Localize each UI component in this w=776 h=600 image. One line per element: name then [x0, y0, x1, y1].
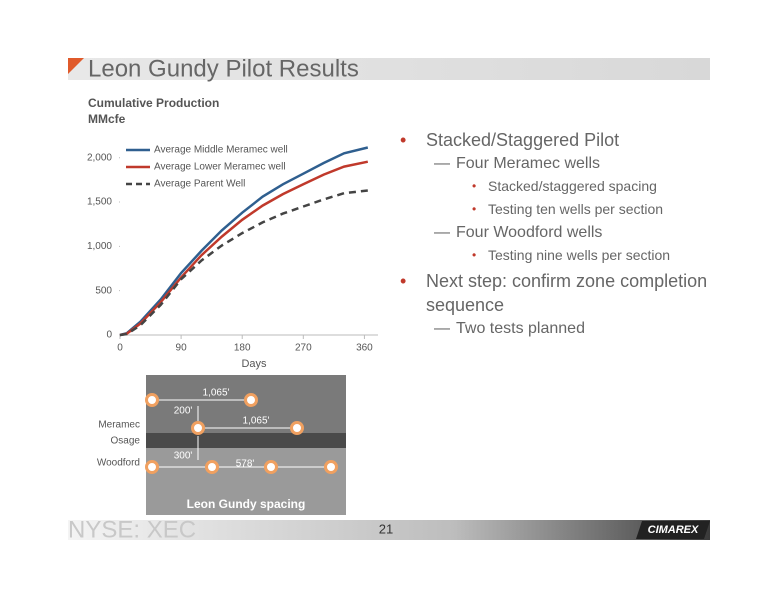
bullet: Two tests planned [398, 317, 718, 340]
bullet-text: Four Meramec wells [456, 155, 601, 172]
title-accent [68, 58, 84, 74]
spacing-labels: 1,065' 200' 1,065' 300' 578' [174, 388, 270, 470]
well [324, 460, 338, 474]
logo-text: CIMAREX [648, 524, 699, 536]
y-tick-label: 2,000 [87, 152, 112, 163]
logo-box [636, 521, 710, 539]
footer-bar [68, 520, 710, 540]
x-tick-label: 360 [356, 343, 373, 354]
page-number: 21 [379, 521, 393, 536]
y-tick-label: 1,500 [87, 197, 112, 208]
bullet-text: Stacked/Staggered Pilot [426, 130, 620, 150]
bullet: Stacked/staggered spacing [398, 175, 718, 198]
bullet-text: Testing ten wells per section [488, 201, 664, 217]
diagram-caption: Leon Gundy spacing [187, 497, 306, 511]
spacing-label: 1,065' [243, 416, 270, 427]
bullet: Stacked/Staggered Pilot [398, 128, 718, 152]
series-line [119, 146, 369, 337]
well [191, 421, 205, 435]
bullet-text: Testing nine wells per section [488, 247, 671, 263]
series-line [119, 189, 368, 337]
zone-label: Woodford [97, 458, 140, 469]
bullet: Next step: confirm zone completion seque… [398, 269, 718, 317]
x-tick-label: 180 [234, 343, 251, 354]
well [244, 393, 258, 407]
wells [145, 393, 338, 474]
x-tick-label: 270 [295, 343, 312, 354]
spacing-label: 1,065' [203, 388, 230, 399]
spacing-label: 578' [236, 459, 255, 470]
well [264, 460, 278, 474]
well [290, 421, 304, 435]
bullet-text: Four Woodford wells [456, 224, 603, 241]
spacing-diagram: 1,065' 200' 1,065' 300' 578' Meramec Osa… [97, 375, 346, 515]
title-bar [68, 58, 710, 80]
chart: 0 500 1,000 1,500 2,000 0 90 180 270 360 Average M… [87, 145, 378, 354]
bullet-text: Two tests planned [456, 320, 585, 337]
well [145, 460, 159, 474]
y-tick-label: 500 [95, 285, 112, 296]
x-tick-label: 0 [117, 343, 123, 354]
zone-label: Meramec [98, 420, 140, 431]
legend-label: Average Middle Meramec well [154, 145, 288, 156]
bullet: Testing nine wells per section [398, 244, 718, 267]
woodford-zone [146, 448, 346, 515]
chart-title: Cumulative Production [88, 96, 219, 110]
bullet-text: Next step: confirm zone completion seque… [426, 271, 708, 315]
footer-ticker: NYSE: XEC [68, 516, 196, 543]
zone-label: Osage [111, 436, 141, 447]
well [145, 393, 159, 407]
y-tick-label: 1,000 [87, 241, 112, 252]
y-tick-label: 0 [106, 330, 112, 341]
arrows [158, 399, 325, 468]
bullet: Four Meramec wells [398, 152, 718, 175]
slide-title: Leon Gundy Pilot Results [88, 55, 359, 82]
x-axis-label: Days [241, 358, 267, 370]
spacing-label: 200' [174, 406, 193, 417]
series-line [119, 160, 369, 337]
bullet-list: Stacked/Staggered Pilot Four Meramec well… [398, 126, 718, 340]
x-tick-label: 90 [176, 343, 188, 354]
osage-zone [146, 433, 346, 448]
chart-units: MMcfe [88, 112, 126, 126]
bullet: Testing ten wells per section [398, 198, 718, 221]
zone-labels: Meramec Osage Woodford [97, 420, 141, 469]
spacing-label: 300' [174, 451, 193, 462]
legend-label: Average Lower Meramec well [154, 162, 286, 173]
bullet-text: Stacked/staggered spacing [488, 178, 657, 194]
legend-label: Average Parent Well [154, 179, 245, 190]
well [205, 460, 219, 474]
bullet: Four Woodford wells [398, 221, 718, 244]
